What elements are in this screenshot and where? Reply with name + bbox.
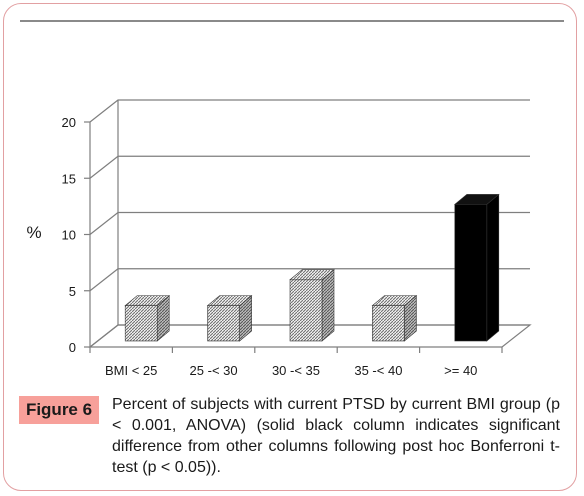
chart-bars (124, 193, 500, 342)
y-tick-label: 5 (69, 284, 76, 299)
x-tick-label: >= 40 (444, 363, 477, 378)
figure-frame (3, 3, 577, 491)
gridline (89, 155, 530, 179)
figure-label: Figure 6 (19, 396, 99, 424)
x-tick-label: 25 -< 30 (190, 363, 238, 378)
bar (371, 294, 418, 342)
bar (453, 193, 500, 342)
y-tick-labels: 0 5 10 15 20 (62, 115, 76, 355)
figure-caption: Percent of subjects with current PTSD by… (112, 396, 560, 476)
x-tick-labels: BMI < 25 25 -< 30 30 -< 35 35 -< 40 >= 40 (105, 363, 477, 378)
bar (206, 294, 253, 342)
y-tick-label: 15 (62, 171, 76, 186)
y-axis-label: % (26, 223, 41, 242)
y-tick-label: 10 (62, 228, 76, 243)
bar (289, 269, 335, 342)
x-tick-label: 30 -< 35 (272, 363, 320, 378)
bar-chart: 0 5 10 15 20 BMI < 25 25 -< 30 30 -< 35 35 -< 4… (26, 99, 532, 378)
x-tick-label: 35 -< 40 (354, 363, 402, 378)
y-tick-label: 0 (69, 340, 76, 355)
bar (124, 294, 171, 342)
gridline (89, 99, 530, 123)
x-tick-label: BMI < 25 (105, 363, 157, 378)
chart-floor (88, 324, 532, 348)
y-tick-label: 20 (62, 115, 76, 130)
chart-axes (84, 100, 532, 353)
header-rule (20, 20, 564, 22)
